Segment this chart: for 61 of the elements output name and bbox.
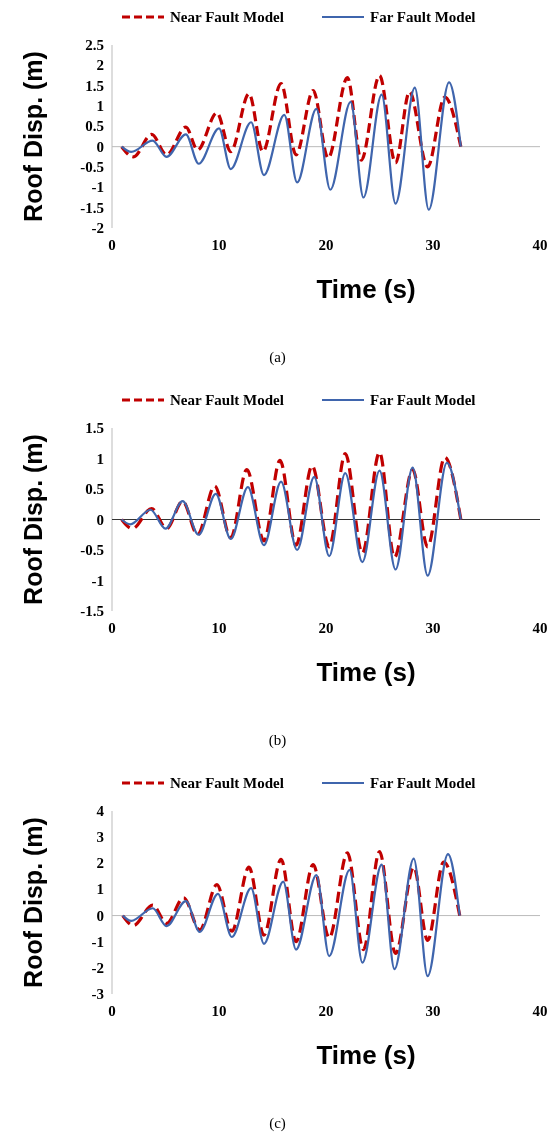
- y-tick-label: -1: [91, 572, 104, 589]
- y-tick-label: 2: [96, 855, 104, 872]
- y-tick-label: 2: [96, 57, 104, 74]
- y-axis-title: Roof Disp. (m): [19, 51, 47, 222]
- y-tick-label: -1: [91, 179, 104, 196]
- y-tick-label: -1.5: [80, 199, 104, 216]
- y-tick-label: 0: [96, 138, 104, 155]
- y-tick-label: -1.5: [80, 603, 104, 619]
- y-tick-label: 0: [96, 511, 104, 528]
- y-tick-label: 3: [96, 829, 104, 846]
- x-tick-label: 20: [318, 1003, 334, 1019]
- y-tick-label: 1: [96, 450, 104, 467]
- y-tick-label: 1: [96, 881, 104, 898]
- x-tick-label: 30: [425, 620, 441, 636]
- y-tick-label: 4: [96, 803, 105, 819]
- x-axis-title: Time (s): [316, 274, 416, 304]
- x-tick-label: 0: [108, 620, 116, 636]
- legend-label: Far Fault Model: [370, 775, 476, 791]
- line-series: [121, 849, 462, 956]
- y-tick-label: 1.5: [85, 77, 104, 94]
- x-tick-label: 30: [425, 237, 441, 253]
- x-axis-title: Time (s): [316, 657, 416, 687]
- y-tick-label: 0.5: [85, 118, 104, 135]
- y-tick-label: -1: [91, 933, 104, 950]
- legend-label: Far Fault Model: [370, 9, 476, 25]
- y-axis-title: Roof Disp. (m): [19, 434, 47, 605]
- line-series: [120, 450, 463, 559]
- x-tick-label: 20: [318, 237, 334, 253]
- x-tick-label: 0: [108, 237, 116, 253]
- legend-label: Near Fault Model: [170, 392, 284, 408]
- y-tick-label: -0.5: [80, 542, 104, 558]
- x-tick-label: 40: [532, 237, 548, 253]
- x-tick-label: 40: [532, 620, 548, 636]
- legend-label: Near Fault Model: [170, 775, 284, 791]
- x-tick-label: 40: [532, 1003, 548, 1019]
- y-tick-label: 1.5: [85, 420, 104, 436]
- y-tick-label: -3: [91, 986, 104, 1002]
- x-tick-label: 30: [425, 1003, 441, 1019]
- line-series: [120, 461, 462, 577]
- line-series: [120, 73, 463, 169]
- x-axis-title: Time (s): [316, 1040, 416, 1070]
- line-series: [121, 853, 461, 978]
- text: (b): [268, 732, 287, 749]
- x-tick-label: 0: [108, 1003, 116, 1019]
- x-tick-label: 20: [318, 620, 334, 636]
- legend-label: Near Fault Model: [170, 9, 284, 25]
- y-tick-label: 0.5: [85, 481, 104, 497]
- y-tick-label: -2: [91, 220, 104, 236]
- text: (c): [269, 1115, 286, 1132]
- x-tick-label: 10: [211, 1003, 227, 1019]
- y-axis-title: Roof Disp. (m): [19, 817, 47, 988]
- legend-label: Far Fault Model: [370, 392, 476, 408]
- y-tick-label: -0.5: [80, 159, 104, 175]
- text: (a): [269, 349, 286, 366]
- y-tick-label: 2.5: [85, 37, 104, 53]
- line-series: [120, 81, 462, 211]
- y-tick-label: -2: [91, 959, 104, 976]
- y-tick-label: 0: [96, 907, 104, 924]
- x-tick-label: 10: [211, 237, 227, 253]
- y-tick-label: 1: [96, 98, 104, 114]
- x-tick-label: 10: [211, 620, 227, 636]
